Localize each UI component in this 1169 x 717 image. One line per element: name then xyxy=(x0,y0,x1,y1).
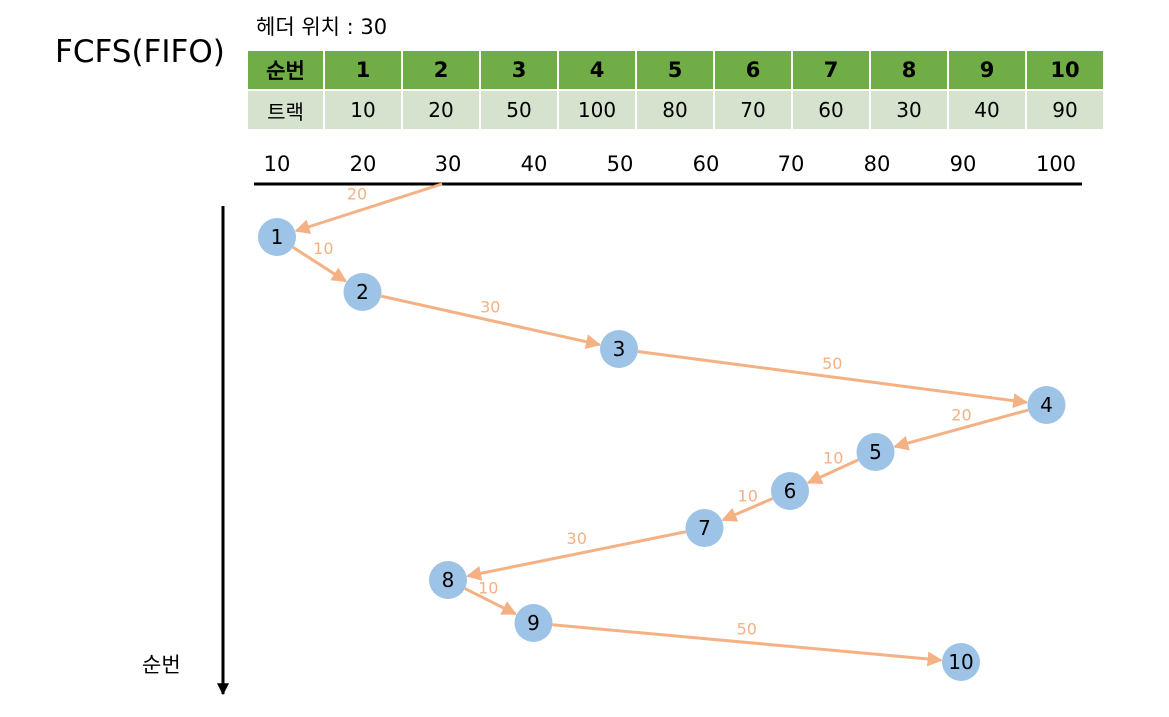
order-cell: 3 xyxy=(479,49,559,91)
request-node-label: 6 xyxy=(784,479,797,503)
request-node-label: 8 xyxy=(442,568,455,592)
request-node-label: 7 xyxy=(698,516,711,540)
request-node-label: 2 xyxy=(356,280,369,304)
request-node-label: 4 xyxy=(1040,393,1053,417)
move-arrow xyxy=(464,587,517,616)
track-cell: 30 xyxy=(869,89,949,131)
request-node xyxy=(685,509,724,547)
order-cell: 10 xyxy=(1025,49,1105,91)
move-distance-label: 10 xyxy=(823,448,843,467)
move-arrow xyxy=(806,458,859,485)
order-cell: 7 xyxy=(791,49,871,91)
move-arrow xyxy=(637,349,1029,409)
axis-tick-label: 40 xyxy=(520,152,548,176)
request-node xyxy=(942,643,980,681)
axis-tick-label: 100 xyxy=(1035,152,1077,176)
request-node xyxy=(514,604,553,642)
axis-tick-label: 80 xyxy=(863,152,891,176)
move-distance-label: 30 xyxy=(567,529,587,548)
move-distance-label: 50 xyxy=(822,354,842,373)
order-cell: 2 xyxy=(401,49,481,91)
axis-tick-label: 50 xyxy=(606,152,634,176)
request-node xyxy=(258,218,296,256)
order-cell: 5 xyxy=(635,49,715,91)
move-arrow xyxy=(552,623,943,667)
order-cell: 6 xyxy=(713,49,793,91)
request-node-label: 1 xyxy=(271,225,284,249)
y-axis-label: 순번 xyxy=(142,653,181,677)
order-cell: 9 xyxy=(947,49,1027,91)
move-distance-label: 20 xyxy=(951,405,971,424)
head-position-label: 헤더 위치 : 30 xyxy=(256,15,388,39)
move-distance-label: 20 xyxy=(347,184,367,203)
request-table: 순번 1 2 3 4 5 6 7 8 9 10 트랙 10 20 50 100 … xyxy=(246,49,1105,131)
move-arrow xyxy=(294,182,443,234)
track-row: 트랙 10 20 50 100 80 70 60 30 40 90 xyxy=(246,89,1105,131)
move-distance-label: 30 xyxy=(480,297,500,316)
move-arrow xyxy=(380,294,601,350)
move-arrow xyxy=(466,530,687,581)
track-cell: 40 xyxy=(947,89,1027,131)
axis-tick-label: 90 xyxy=(949,152,977,176)
request-node-label: 10 xyxy=(948,650,973,674)
track-cell: 20 xyxy=(401,89,481,131)
track-cell: 80 xyxy=(635,89,715,131)
move-arrow xyxy=(292,246,347,283)
request-node xyxy=(343,273,382,311)
order-header-cell: 순번 xyxy=(246,49,325,91)
axis-tick-label: 10 xyxy=(263,152,291,176)
track-header-cell: 트랙 xyxy=(246,89,325,131)
move-distance-label: 10 xyxy=(313,239,333,258)
track-cell: 60 xyxy=(791,89,871,131)
axis-tick-label: 20 xyxy=(349,152,377,176)
move-arrow xyxy=(721,497,774,522)
request-node xyxy=(771,472,809,510)
track-cell: 90 xyxy=(1025,89,1105,131)
diagram-title: FCFS(FIFO) xyxy=(55,34,225,70)
track-cell: 100 xyxy=(557,89,637,131)
move-arrow xyxy=(893,408,1029,451)
move-distance-label: 10 xyxy=(478,578,498,597)
track-cell: 10 xyxy=(323,89,403,131)
move-distance-label: 10 xyxy=(738,486,758,505)
axis-tick-label: 70 xyxy=(777,152,805,176)
move-distance-label: 50 xyxy=(737,619,757,638)
track-cell: 70 xyxy=(713,89,793,131)
request-node xyxy=(1027,386,1066,424)
request-node-label: 3 xyxy=(613,337,626,361)
axis-tick-label: 60 xyxy=(692,152,720,176)
order-cell: 1 xyxy=(323,49,403,91)
request-node-label: 9 xyxy=(527,611,540,635)
order-row: 순번 1 2 3 4 5 6 7 8 9 10 xyxy=(246,49,1105,91)
request-node xyxy=(856,433,895,471)
axis-tick-label: 30 xyxy=(434,152,462,176)
request-node xyxy=(429,561,467,599)
track-cell: 50 xyxy=(479,89,559,131)
request-node xyxy=(600,330,638,368)
order-cell: 8 xyxy=(869,49,949,91)
order-cell: 4 xyxy=(557,49,637,91)
request-node-label: 5 xyxy=(869,440,882,464)
